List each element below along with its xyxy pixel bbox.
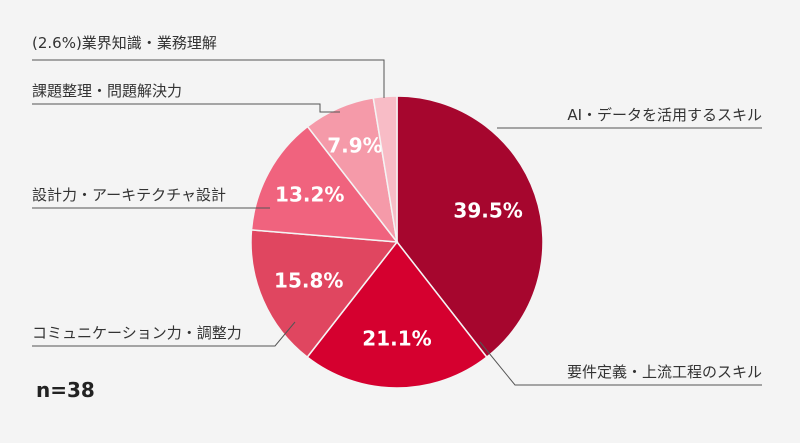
slice-category-label: 課題整理・問題解決力	[32, 82, 182, 100]
pie-slice	[306, 240, 488, 389]
slice-category-label: AI・データを活用するスキル	[567, 106, 762, 124]
slice-value-label: 13.2%	[275, 183, 344, 207]
pie-slice	[396, 95, 544, 359]
pie-slice	[372, 95, 398, 243]
slice-value-label: 39.5%	[453, 199, 522, 223]
slice-category-label: コミュニケーション力・調整力	[32, 324, 242, 342]
pie-slice	[250, 125, 399, 243]
slice-value-label: 15.8%	[274, 269, 343, 293]
slice-category-label: 設計力・アーキテクチャ設計	[32, 186, 226, 204]
leader-line	[32, 59, 385, 98]
pie-slice	[250, 229, 399, 359]
slice-category-label: (2.6%)業界知識・業務理解	[32, 34, 217, 52]
leader-line	[32, 321, 296, 347]
slice-category-label: 要件定義・上流工程のスキル	[567, 363, 762, 381]
slice-value-label: 21.1%	[362, 326, 431, 350]
leader-line	[32, 103, 340, 113]
sample-size-label: n=38	[36, 378, 95, 402]
leader-line	[479, 341, 762, 386]
slice-value-label: 7.9%	[327, 134, 382, 158]
